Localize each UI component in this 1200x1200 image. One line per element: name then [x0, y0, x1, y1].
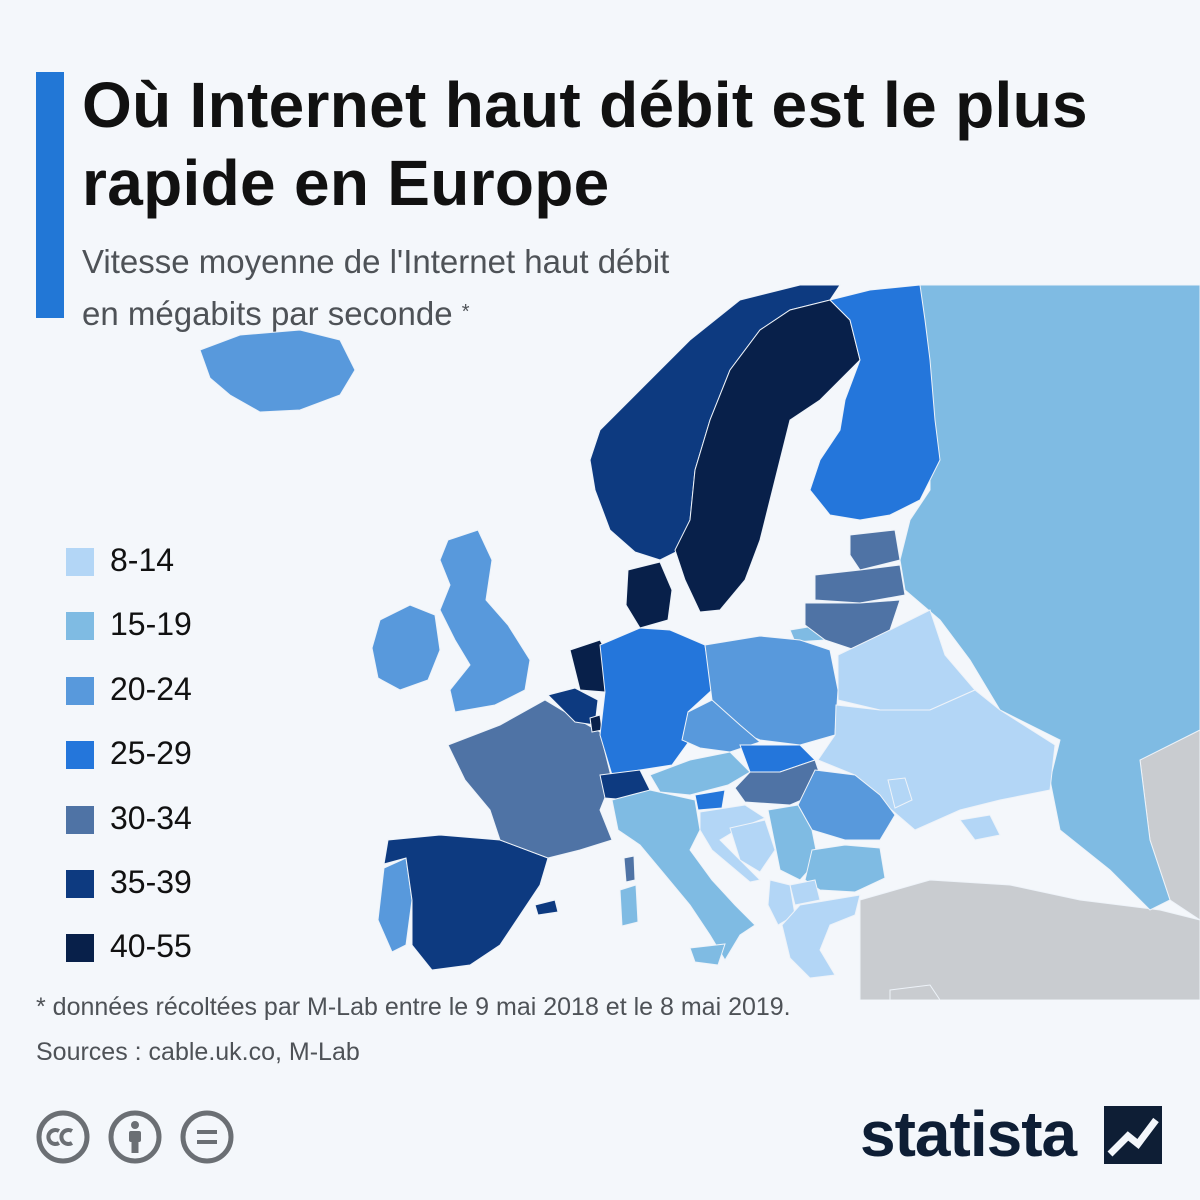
- region-slovenia: [694, 789, 726, 811]
- region-corsica: [623, 855, 636, 883]
- no-derivatives-icon[interactable]: [180, 1110, 234, 1164]
- legend-item: 35-39: [66, 860, 236, 900]
- region-russia: [899, 284, 1200, 911]
- region-austria: [649, 751, 751, 796]
- statista-logo[interactable]: statista: [860, 1098, 1170, 1170]
- subtitle-footnote-marker: *: [461, 301, 470, 323]
- region-sicily: [689, 943, 726, 966]
- europe-map: [199, 284, 1200, 1000]
- legend-label: 25-29: [110, 735, 192, 771]
- region-portugal: [377, 857, 413, 953]
- region-bosnia: [729, 819, 776, 873]
- region-turkey: [859, 879, 1200, 1000]
- subtitle: Vitesse moyenne de l'Internet haut débit…: [82, 236, 882, 340]
- legend-swatch: [66, 870, 94, 898]
- title-accent-bar: [36, 72, 64, 318]
- region-belgium: [547, 687, 599, 726]
- region-denmark: [625, 561, 673, 629]
- region-ireland: [371, 604, 441, 691]
- region-north-macedonia: [789, 879, 821, 906]
- region-italy: [611, 789, 756, 961]
- legend-label: 8-14: [110, 542, 175, 578]
- region-france: [447, 699, 613, 859]
- region-moldova: [887, 777, 913, 809]
- legend-label: 20-24: [110, 671, 192, 707]
- legend-item: 25-29: [66, 731, 236, 771]
- sources: Sources : cable.uk.co, M-Lab: [36, 1038, 360, 1066]
- region-cyprus-aegean: [889, 984, 941, 1000]
- legend-swatch: [66, 806, 94, 834]
- legend-label: 30-34: [110, 800, 192, 836]
- region-estonia: [849, 529, 901, 571]
- region-iceland: [199, 329, 356, 413]
- legend-item: 15-19: [66, 602, 236, 642]
- legend-label: 40-55: [110, 928, 192, 964]
- region-united-kingdom: [439, 529, 531, 713]
- legend-item: 20-24: [66, 667, 236, 707]
- subtitle-line-2: en mégabits par seconde: [82, 295, 453, 332]
- page-title: Où Internet haut débit est le plus rapid…: [82, 69, 1088, 219]
- region-germany: [599, 627, 713, 776]
- cc-icon[interactable]: [36, 1110, 90, 1164]
- region-balearic-islands: [534, 899, 559, 916]
- region-latvia: [814, 564, 906, 604]
- region-crimea: [959, 814, 1001, 841]
- region-bulgaria: [804, 844, 886, 893]
- brand-name: statista: [860, 1098, 1077, 1170]
- legend-swatch: [66, 677, 94, 705]
- legend-item: 30-34: [66, 796, 236, 836]
- legend-swatch: [66, 612, 94, 640]
- legend-item: 8-14: [66, 538, 236, 578]
- legend-item: 40-55: [66, 924, 236, 964]
- region-greece: [781, 894, 861, 979]
- statista-logo-icon: [1104, 1106, 1162, 1164]
- legend-label: 35-39: [110, 864, 192, 900]
- legend-swatch: [66, 548, 94, 576]
- region-finland: [809, 284, 941, 521]
- subtitle-line-1: Vitesse moyenne de l'Internet haut débit: [82, 243, 670, 280]
- legend-swatch: [66, 934, 94, 962]
- footnote: * données récoltées par M-Lab entre le 9…: [36, 993, 791, 1021]
- legend-swatch: [66, 741, 94, 769]
- attribution-icon[interactable]: [108, 1110, 162, 1164]
- legend-label: 15-19: [110, 606, 192, 642]
- region-sardinia: [619, 884, 639, 927]
